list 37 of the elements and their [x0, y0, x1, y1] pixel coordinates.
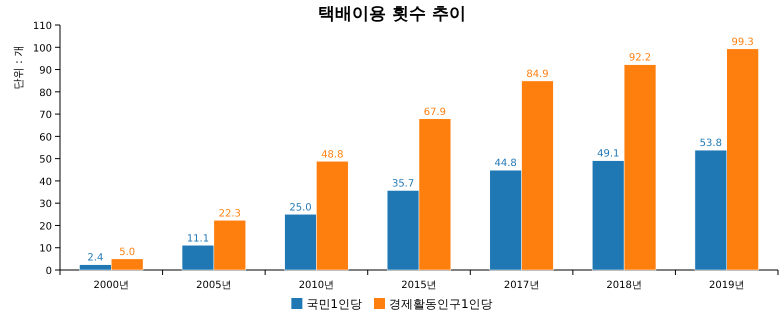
data-label: 67.9 — [424, 106, 446, 118]
data-label: 84.9 — [526, 68, 549, 80]
data-label: 35.7 — [392, 178, 414, 190]
y-axis-title: 단위 : 개 — [12, 46, 25, 90]
legend-label: 국민1인당 — [306, 297, 362, 311]
x-tick-label: 2000년 — [94, 280, 130, 291]
y-tick-label: 60 — [39, 132, 52, 144]
y-tick-label: 110 — [32, 21, 52, 32]
y-tick-label: 20 — [39, 221, 52, 232]
data-label: 44.8 — [494, 158, 517, 170]
y-tick-label: 50 — [39, 154, 52, 166]
y-tick-label: 90 — [39, 66, 52, 77]
x-tick-label: 2019년 — [708, 280, 744, 291]
x-tick-label: 2015년 — [401, 280, 437, 291]
legend-label: 경제활동인구1인당 — [389, 297, 493, 311]
data-label: 22.3 — [218, 208, 241, 220]
y-tick-label: 70 — [39, 110, 52, 122]
y-tick-label: 80 — [39, 88, 52, 99]
x-tick-label: 2017년 — [504, 280, 540, 291]
data-label: 99.3 — [731, 36, 754, 48]
x-tick-label: 2005년 — [196, 280, 232, 291]
data-label: 48.8 — [321, 149, 344, 160]
y-tick-label: 10 — [39, 244, 52, 255]
data-label: 11.1 — [186, 233, 210, 244]
data-label: 25.0 — [289, 202, 312, 214]
data-label: 2.4 — [87, 252, 104, 264]
x-tick-label: 2018년 — [606, 280, 642, 291]
y-tick-label: 100 — [32, 43, 52, 54]
y-tick-label: 40 — [39, 176, 52, 188]
chart-title: 택배이용 횟수 추이 — [318, 4, 466, 24]
y-tick-label: 0 — [46, 266, 52, 277]
x-tick-label: 2010년 — [298, 280, 334, 291]
y-tick-label: 30 — [39, 199, 52, 210]
data-label: 49.1 — [597, 148, 620, 160]
data-label: 92.2 — [628, 52, 652, 64]
data-label: 5.0 — [119, 246, 136, 258]
data-label: 53.8 — [700, 138, 722, 150]
